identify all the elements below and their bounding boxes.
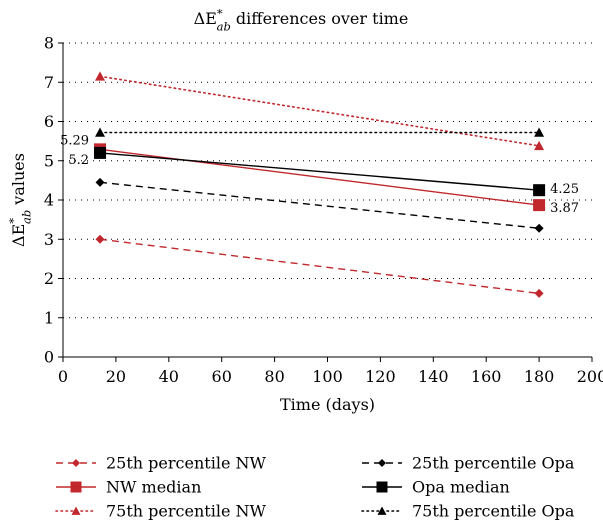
y-tick-label: 3 — [44, 230, 54, 249]
y-axis-label-group: ΔE*ab values — [6, 153, 33, 247]
series-line — [99, 148, 540, 206]
legend-item-25th-percentile-nw: 25th percentile NW — [56, 454, 266, 473]
data-label: 3.87 — [550, 201, 579, 216]
data-point — [534, 127, 545, 137]
x-tick-label: 120 — [365, 367, 396, 386]
y-tick-label: 4 — [44, 191, 54, 210]
series-line — [99, 75, 540, 147]
legend-label: 25th percentile Opa — [412, 454, 575, 473]
legend-item-nw-median: NW median — [56, 478, 201, 497]
x-tick-label: 60 — [212, 367, 232, 386]
series-line — [99, 238, 540, 295]
data-point — [533, 199, 546, 212]
legend-item-75th-percentile-opa: 75th percentile Opa — [361, 502, 575, 521]
legend-marker — [71, 506, 81, 515]
series-opa-median — [94, 146, 546, 197]
y-tick-label: 0 — [44, 348, 54, 367]
legend-label: Opa median — [412, 478, 510, 497]
y-tick-label: 7 — [44, 73, 54, 92]
legend: 25th percentile NW 25th percentile Opa NW … — [55, 454, 575, 521]
legend-item-opa-median: Opa median — [362, 478, 510, 497]
grid-layer — [63, 42, 592, 319]
y-tick-label: 1 — [44, 308, 54, 327]
series-75th-percentile-opa — [95, 127, 545, 137]
legend-label: 25th percentile NW — [106, 454, 266, 473]
x-tick-label: 180 — [524, 367, 555, 386]
x-tick-label: 140 — [418, 367, 449, 386]
legend-marker — [72, 459, 80, 467]
x-tick-label: 20 — [106, 367, 126, 386]
x-tick-label: 80 — [264, 367, 284, 386]
x-tick-label: 200 — [577, 367, 603, 386]
data-point — [534, 288, 544, 298]
data-point — [95, 177, 105, 187]
data-point — [534, 140, 545, 151]
data-label: 5.2 — [68, 153, 89, 168]
legend-label: NW median — [106, 478, 201, 497]
data-point — [95, 127, 106, 137]
data-point — [95, 71, 106, 81]
legend-label: 75th percentile Opa — [412, 502, 575, 521]
annotation-layer: 5.29 5.2 4.25 3.87 — [60, 133, 579, 216]
series-nw-median — [94, 143, 546, 212]
x-tick-label: 0 — [58, 367, 68, 386]
y-tick-label: 8 — [44, 34, 54, 53]
data-label: 5.29 — [60, 133, 89, 148]
legend-item-25th-percentile-opa: 25th percentile Opa — [362, 454, 575, 473]
x-tick-label: 40 — [159, 367, 179, 386]
series-line — [99, 181, 540, 229]
x-tick-label: 100 — [312, 367, 343, 386]
x-tick-label: 160 — [471, 367, 502, 386]
legend-label: 75th percentile NW — [106, 502, 266, 521]
series-25th-percentile-nw — [95, 234, 544, 298]
chart-title: ΔE* ab differences over time — [194, 6, 409, 33]
series-25th-percentile-opa — [95, 177, 544, 233]
y-tick-label: 6 — [44, 112, 54, 131]
x-axis-label: Time (days) — [280, 395, 375, 414]
y-tick-label: 5 — [44, 151, 54, 170]
data-point — [533, 184, 546, 197]
y-axis-label: ΔE*ab values — [6, 153, 33, 247]
series-75th-percentile-nw — [95, 71, 545, 151]
series-layer — [94, 71, 546, 298]
legend-marker — [376, 481, 388, 493]
data-point — [95, 234, 105, 244]
legend-marker — [70, 481, 82, 493]
data-point — [534, 223, 544, 233]
legend-item-75th-percentile-nw: 75th percentile NW — [55, 502, 266, 521]
legend-marker — [377, 506, 387, 515]
data-point — [94, 146, 107, 159]
legend-marker — [378, 459, 386, 467]
data-label: 4.25 — [550, 182, 579, 197]
y-tick-label: 2 — [44, 269, 54, 288]
series-line — [99, 152, 540, 191]
